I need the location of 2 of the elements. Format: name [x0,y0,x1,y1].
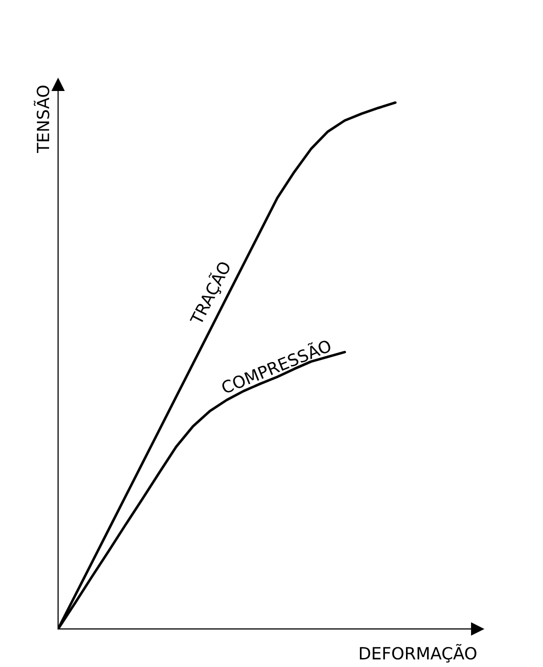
x-axis-title: DEFORMAÇÃO [360,644,476,663]
y-axis-title: TENSÃO [34,86,50,154]
